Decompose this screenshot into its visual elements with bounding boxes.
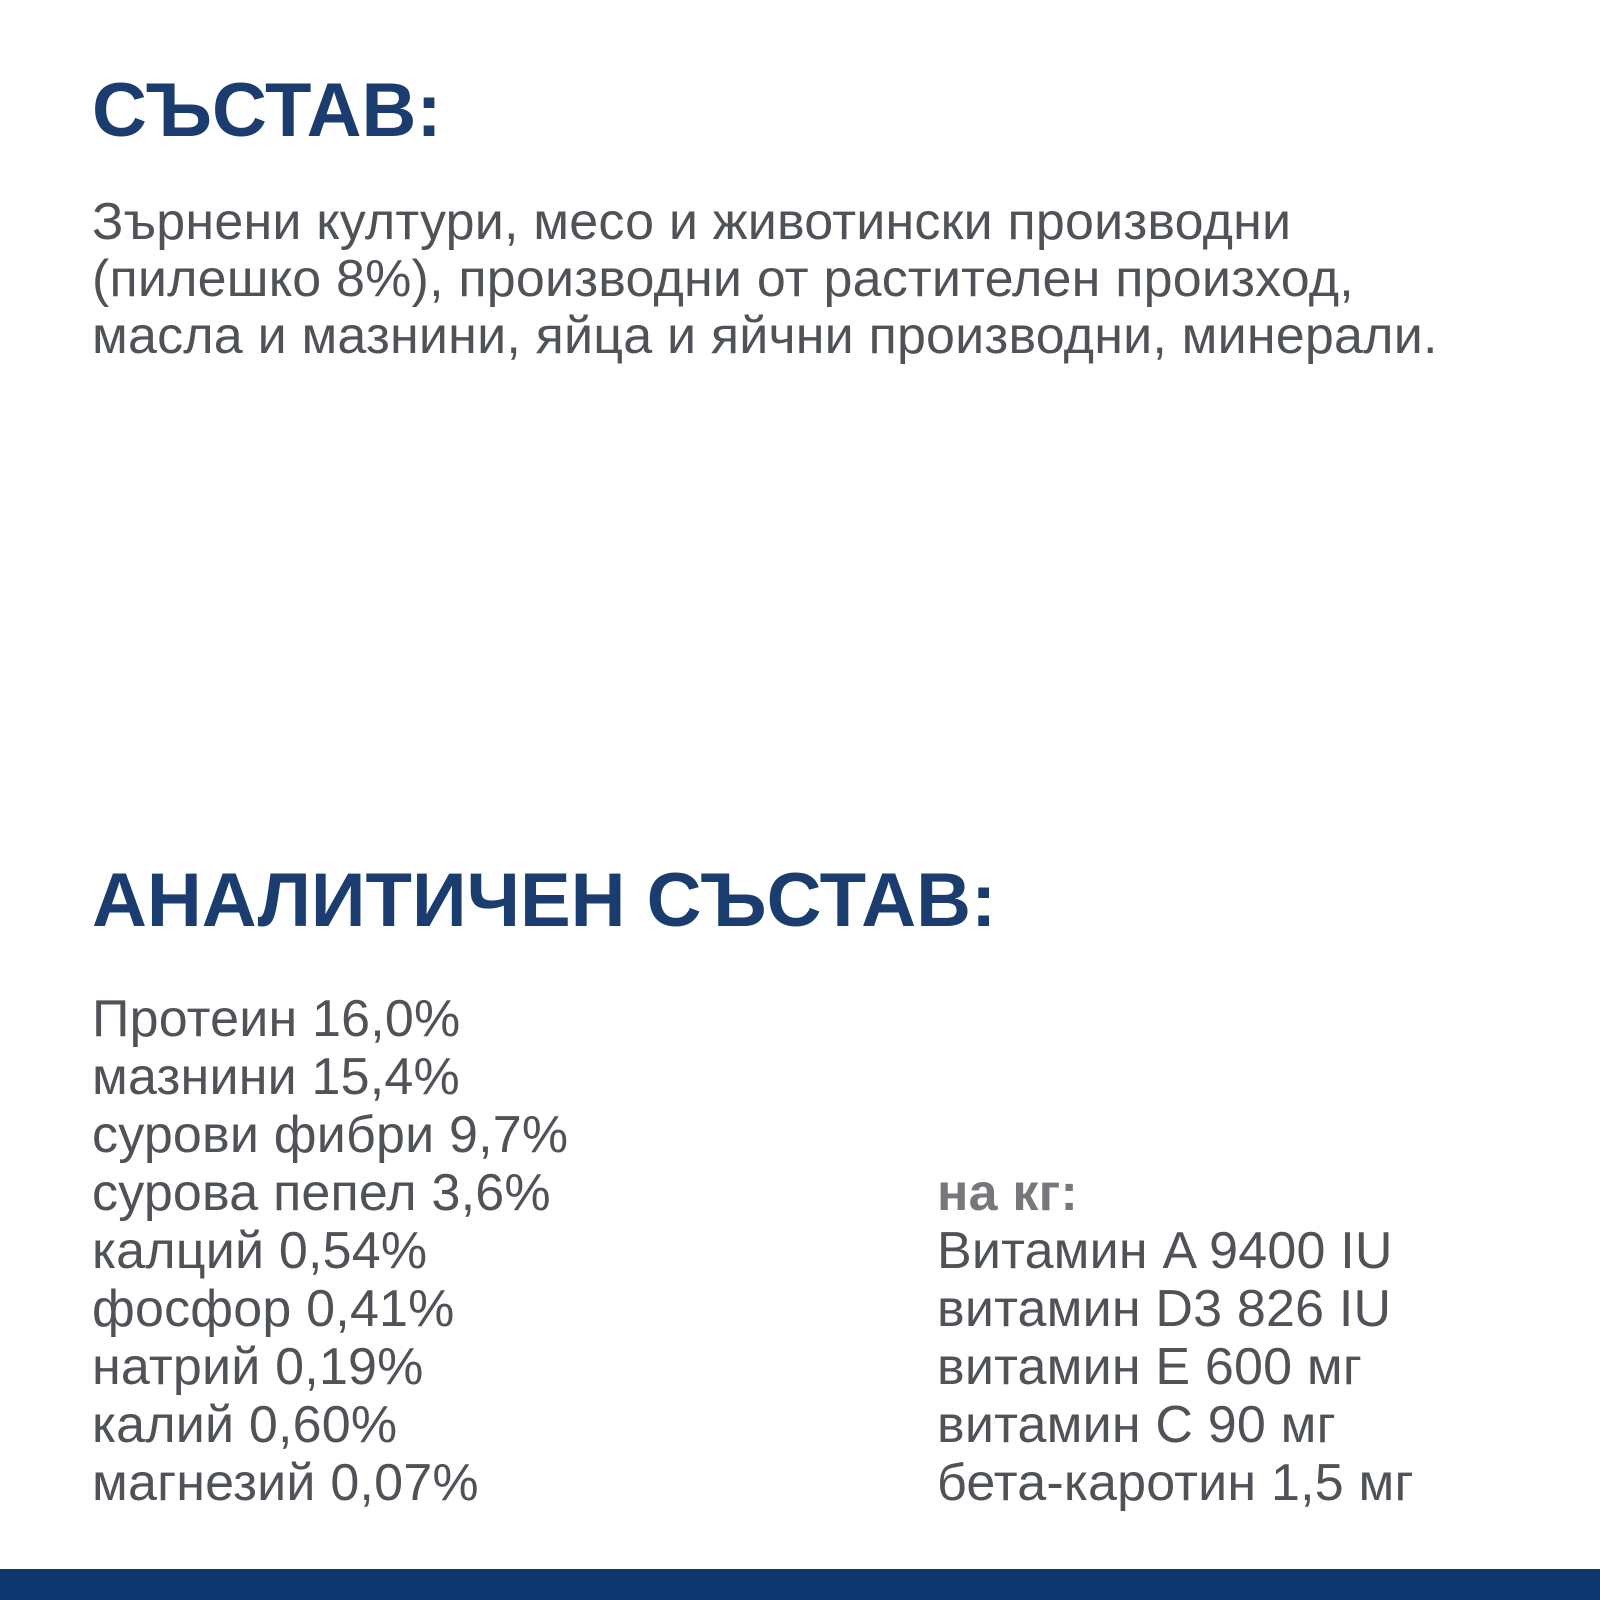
nutrient-item: фосфор 0,41%: [92, 1280, 455, 1338]
vitamin-item: витамин D3 826 IU: [937, 1280, 1392, 1338]
nutrient-item: сурови фибри 9,7%: [92, 1106, 569, 1164]
analytical-heading: АНАЛИТИЧЕН СЪСТАВ:: [92, 858, 997, 943]
vitamin-item: бета-каротин 1,5 мг: [937, 1454, 1414, 1512]
per-kg-column: на кг: Витамин A 9400 IU витамин D3 826 …: [937, 1164, 1414, 1512]
nutrient-item: калций 0,54%: [92, 1222, 428, 1280]
vitamin-item: Витамин A 9400 IU: [937, 1222, 1393, 1280]
composition-text-line: Зърнени култури, месо и животински произ…: [92, 193, 1292, 251]
nutrient-item: магнезий 0,07%: [92, 1454, 479, 1512]
composition-text: Зърнени култури, месо и животински произ…: [92, 194, 1438, 365]
nutrient-item: Протеин 16,0%: [92, 990, 461, 1048]
nutrient-item: мазнини 15,4%: [92, 1048, 460, 1106]
nutrient-item: натрий 0,19%: [92, 1338, 424, 1396]
per-kg-label: на кг:: [937, 1164, 1078, 1222]
vitamin-item: витамин C 90 мг: [937, 1396, 1336, 1454]
vitamin-item: витамин E 600 мг: [937, 1338, 1363, 1396]
nutrient-list: Протеин 16,0% мазнини 15,4% сурови фибри…: [92, 990, 568, 1512]
composition-text-line: (пилешко 8%), производни от растителен п…: [92, 250, 1354, 308]
composition-text-line: масла и мазнини, яйца и яйчни производни…: [92, 307, 1438, 365]
footer-accent-bar: [0, 1569, 1600, 1600]
composition-heading: СЪСТАВ:: [92, 68, 442, 153]
nutrient-item: калий 0,60%: [92, 1396, 398, 1454]
nutrient-item: сурова пепел 3,6%: [92, 1164, 551, 1222]
